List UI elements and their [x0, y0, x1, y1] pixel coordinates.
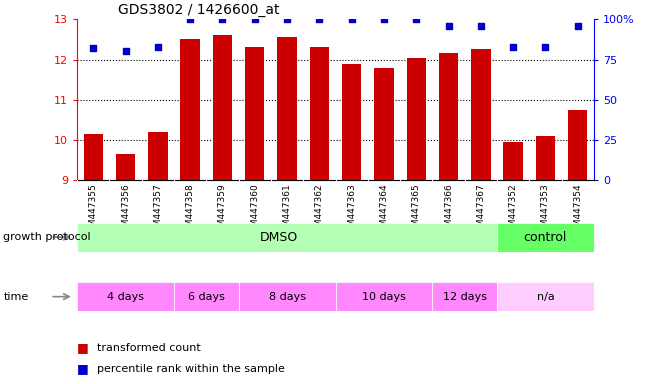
Bar — [77, 223, 497, 252]
Text: n/a: n/a — [537, 291, 554, 302]
Bar — [148, 132, 168, 180]
Text: 8 days: 8 days — [268, 291, 305, 302]
Point — [378, 16, 389, 22]
Text: 10 days: 10 days — [362, 291, 406, 302]
Point — [217, 16, 228, 22]
Point — [572, 23, 583, 29]
Point — [476, 23, 486, 29]
Bar — [116, 154, 136, 180]
Bar — [277, 37, 297, 180]
Text: 6 days: 6 days — [188, 291, 225, 302]
Text: percentile rank within the sample: percentile rank within the sample — [97, 364, 285, 374]
Bar — [84, 134, 103, 180]
Point — [185, 16, 195, 22]
Point — [443, 23, 454, 29]
Point — [120, 48, 131, 55]
Bar — [535, 136, 555, 180]
Point — [508, 43, 519, 50]
Bar — [342, 64, 362, 180]
Point — [540, 43, 551, 50]
Text: time: time — [3, 291, 29, 302]
Bar — [310, 47, 329, 180]
Point — [152, 43, 163, 50]
Text: growth protocol: growth protocol — [3, 232, 91, 242]
Text: transformed count: transformed count — [97, 343, 201, 353]
Bar — [497, 282, 594, 311]
Text: GDS3802 / 1426600_at: GDS3802 / 1426600_at — [119, 3, 280, 17]
Bar — [180, 40, 200, 180]
Text: 12 days: 12 days — [443, 291, 486, 302]
Bar — [568, 110, 587, 180]
Point — [250, 16, 260, 22]
Bar — [213, 35, 232, 180]
Bar — [336, 282, 432, 311]
Bar — [407, 58, 426, 180]
Bar — [77, 282, 174, 311]
Point — [346, 16, 357, 22]
Text: 4 days: 4 days — [107, 291, 144, 302]
Bar — [432, 282, 497, 311]
Bar — [497, 223, 594, 252]
Point — [282, 16, 293, 22]
Bar — [471, 50, 491, 180]
Point — [314, 16, 325, 22]
Bar — [245, 47, 264, 180]
Bar — [503, 142, 523, 180]
Text: ■: ■ — [77, 362, 89, 375]
Bar — [174, 282, 239, 311]
Bar — [239, 282, 336, 311]
Text: ■: ■ — [77, 341, 89, 354]
Point — [88, 45, 99, 51]
Bar — [439, 53, 458, 180]
Text: control: control — [523, 231, 567, 243]
Point — [411, 16, 421, 22]
Text: DMSO: DMSO — [260, 231, 298, 243]
Bar — [374, 68, 394, 180]
